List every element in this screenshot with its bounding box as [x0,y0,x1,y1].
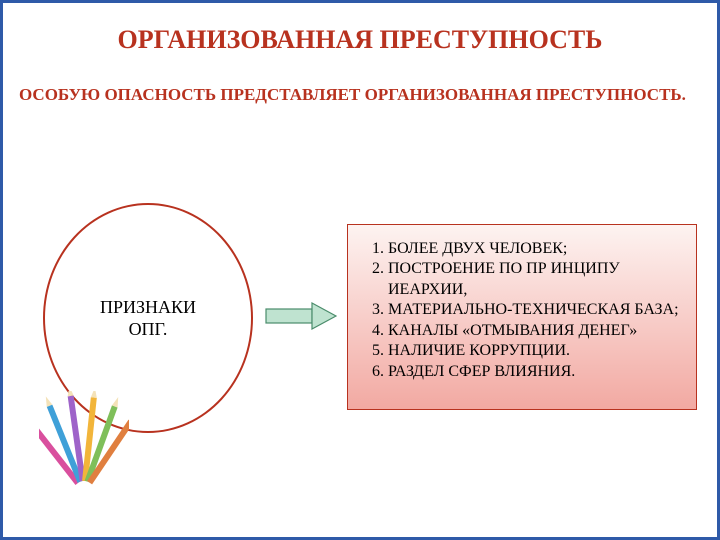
ellipse-line-2: ОПГ. [129,319,168,339]
list-item: РАЗДЕЛ СФЕР ВЛИЯНИЯ. [388,362,686,382]
slide-frame: ОРГАНИЗОВАННАЯ ПРЕСТУПНОСТЬ ОСОБУЮ ОПАСН… [0,0,720,540]
arrow-right-icon [265,301,337,331]
slide-title: ОРГАНИЗОВАННАЯ ПРЕСТУПНОСТЬ [15,25,705,55]
list-item: КАНАЛЫ «ОТМЫВАНИЯ ДЕНЕГ» [388,321,686,341]
signs-list-box: БОЛЕЕ ДВУХ ЧЕЛОВЕК; ПОСТРОЕНИЕ ПО ПР ИНЦ… [347,224,697,410]
ellipse-text: ПРИЗНАКИ ОПГ. [100,296,196,341]
signs-list: БОЛЕЕ ДВУХ ЧЕЛОВЕК; ПОСТРОЕНИЕ ПО ПР ИНЦ… [366,239,686,382]
pencils-icon [39,391,129,501]
list-item: БОЛЕЕ ДВУХ ЧЕЛОВЕК; [388,239,686,259]
list-item: МАТЕРИАЛЬНО-ТЕХНИЧЕСКАЯ БАЗА; [388,300,686,320]
arrow-shaft [266,309,312,323]
list-item: НАЛИЧИЕ КОРРУПЦИИ. [388,341,686,361]
list-item: ПОСТРОЕНИЕ ПО ПР ИНЦИПУ ИЕАРХИИ, [388,259,686,300]
slide-subtitle: ОСОБУЮ ОПАСНОСТЬ ПРЕДСТАВЛЯЕТ ОРГАНИЗОВА… [19,85,705,105]
arrow-head [312,303,336,329]
ellipse-line-1: ПРИЗНАКИ [100,297,196,317]
